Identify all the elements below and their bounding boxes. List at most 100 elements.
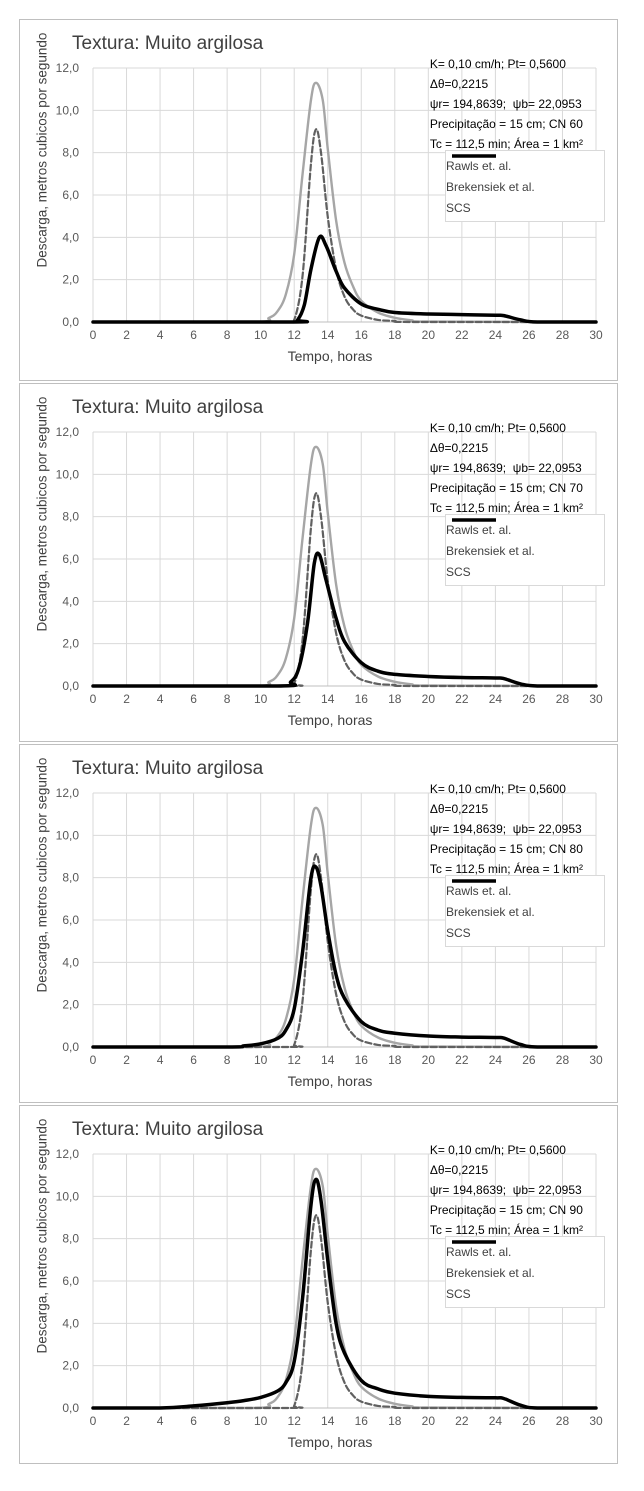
y-tick-label: 10,0: [56, 467, 80, 481]
x-tick-label: 26: [522, 328, 536, 342]
y-tick-label: 4,0: [62, 955, 79, 969]
y-axis-label: Descarga, metros cubicos por segundo: [34, 1118, 50, 1354]
y-tick-label: 8,0: [62, 510, 79, 524]
param-precipitation: Precipitação = 15 cm; CN 80: [429, 842, 583, 856]
x-tick-label: 20: [422, 692, 436, 706]
x-tick-label: 10: [254, 692, 268, 706]
chart-title: Textura: Muito argilosa: [72, 758, 264, 779]
y-tick-label: 4,0: [62, 230, 79, 244]
x-tick-label: 28: [556, 1414, 570, 1428]
x-tick-label: 0: [90, 1414, 97, 1428]
y-tick-label: 10,0: [56, 828, 80, 842]
x-tick-label: 2: [123, 692, 130, 706]
x-tick-label: 16: [355, 692, 369, 706]
x-tick-label: 8: [224, 1053, 231, 1067]
param-k-pt: K= 0,10 cm/h; Pt= 0,5600: [429, 782, 566, 796]
x-tick-label: 4: [157, 1414, 164, 1428]
series-line-brekensiek-et-al: [91, 1167, 598, 1410]
y-tick-label: 0,0: [62, 1040, 79, 1054]
x-tick-label: 16: [355, 328, 369, 342]
x-tick-label: 10: [254, 1414, 268, 1428]
x-tick-label: 2: [123, 328, 130, 342]
x-tick-label: 16: [355, 1414, 369, 1428]
legend-item-scs: SCS: [446, 1240, 604, 1304]
y-tick-label: 6,0: [62, 913, 79, 927]
y-tick-labels: 0,0 2,0 4,0 6,0 8,0 10,0 12,0: [56, 786, 80, 1054]
legend-swatch-scs: [452, 1240, 496, 1244]
parameters-annotation: K= 0,10 cm/h; Pt= 0,5600 Δθ=0,2215 ψr= 1…: [430, 779, 583, 879]
legend: Rawls et. al. Brekensiek et al. SCS: [445, 875, 605, 947]
y-axis-label: Descarga, metros cubicos por segundo: [34, 757, 50, 993]
x-tick-label: 26: [522, 1414, 536, 1428]
x-tick-label: 6: [190, 328, 197, 342]
legend-label-rawls: Rawls et. al.: [446, 883, 512, 898]
param-precipitation: Precipitação = 15 cm; CN 70: [429, 481, 583, 495]
legend: Rawls et. al. Brekensiek et al. SCS: [445, 150, 605, 222]
x-tick-labels: 0 2 4 6 8 10 12 14 16 18 20 22 24 26 28 30: [90, 692, 603, 706]
chart-title: Textura: Muito argilosa: [72, 33, 264, 54]
y-tick-label: 12,0: [56, 786, 80, 800]
series-line-brekensiek-et-al: [91, 445, 598, 688]
chart-panel-cn90: 0,0 2,0 4,0 6,0 8,0 10,0 12,0 0 2 4 6 8 10 12 14 16 18 20…: [19, 1105, 618, 1464]
legend-label-rawls: Rawls et. al.: [446, 522, 512, 537]
legend-label-rawls: Rawls et. al.: [446, 1244, 512, 1259]
x-tick-label: 14: [321, 1053, 335, 1067]
x-tick-label: 26: [522, 692, 536, 706]
x-tick-label: 8: [224, 692, 231, 706]
legend-label-brakensiek: Brekensiek et al.: [446, 543, 535, 558]
param-delta-theta: Δθ=0,2215: [429, 1163, 489, 1177]
legend-item-brakensiek: Brekensiek et al.: [446, 518, 604, 561]
x-tick-label: 10: [254, 1053, 268, 1067]
parameters-annotation: K= 0,10 cm/h; Pt= 0,5600 Δθ=0,2215 ψr= 1…: [430, 54, 583, 154]
param-k-pt: K= 0,10 cm/h; Pt= 0,5600: [429, 421, 566, 435]
series-line-rawls-et-al: [91, 1214, 598, 1410]
y-axis-label: Descarga, metros cubicos por segundo: [34, 32, 50, 268]
x-tick-label: 18: [388, 1414, 402, 1428]
y-tick-label: 0,0: [62, 315, 79, 329]
x-axis-label: Tempo, horas: [287, 348, 373, 364]
x-tick-label: 18: [388, 692, 402, 706]
param-precipitation: Precipitação = 15 cm; CN 60: [429, 117, 583, 131]
param-precipitation: Precipitação = 15 cm; CN 90: [429, 1203, 583, 1217]
param-psi: ψr= 194,8639; ψb= 22,0953: [429, 822, 582, 836]
x-tick-label: 0: [90, 692, 97, 706]
chart-panel-cn80: 0,0 2,0 4,0 6,0 8,0 10,0 12,0 0 2 4 6 8 10 12 14 16 18 20…: [19, 744, 618, 1103]
y-tick-label: 6,0: [62, 188, 79, 202]
y-tick-label: 6,0: [62, 552, 79, 566]
x-tick-label: 18: [388, 1053, 402, 1067]
series-line-scs: [91, 864, 598, 1049]
x-tick-label: 22: [455, 1414, 469, 1428]
x-tick-label: 6: [190, 1414, 197, 1428]
parameters-annotation: K= 0,10 cm/h; Pt= 0,5600 Δθ=0,2215 ψr= 1…: [430, 1140, 583, 1240]
legend-item-scs: SCS: [446, 518, 604, 582]
legend: Rawls et. al. Brekensiek et al. SCS: [445, 1236, 605, 1308]
series-line-scs: [91, 234, 598, 324]
x-tick-label: 30: [589, 692, 603, 706]
x-tick-label: 2: [123, 1414, 130, 1428]
legend-swatch-scs: [452, 879, 496, 883]
legend-label-brakensiek: Brekensiek et al.: [446, 1265, 535, 1280]
y-tick-label: 4,0: [62, 594, 79, 608]
x-tick-label: 28: [556, 692, 570, 706]
x-tick-label: 12: [288, 1053, 302, 1067]
y-tick-label: 4,0: [62, 1316, 79, 1330]
legend-label-scs: SCS: [446, 925, 471, 940]
series-line-scs: [91, 1177, 598, 1410]
chart-title: Textura: Muito argilosa: [72, 397, 264, 418]
chart-panel-cn60: 0,0 2,0 4,0 6,0 8,0 10,0 12,0 0 2 4 6 8 10 12 14 16 18 20…: [19, 19, 618, 381]
x-tick-label: 18: [388, 328, 402, 342]
x-tick-label: 6: [190, 692, 197, 706]
x-tick-label: 12: [288, 692, 302, 706]
x-tick-labels: 0 2 4 6 8 10 12 14 16 18 20 22 24 26 28 30: [90, 1414, 603, 1428]
legend-item-brakensiek: Brekensiek et al.: [446, 154, 604, 197]
legend-item-scs: SCS: [446, 879, 604, 943]
x-tick-label: 14: [321, 1414, 335, 1428]
param-delta-theta: Δθ=0,2215: [429, 77, 489, 91]
x-tick-label: 28: [556, 1053, 570, 1067]
legend-label-scs: SCS: [446, 1286, 471, 1301]
y-tick-labels: 0,0 2,0 4,0 6,0 8,0 10,0 12,0: [56, 425, 80, 693]
x-tick-label: 4: [157, 1053, 164, 1067]
x-tick-label: 16: [355, 1053, 369, 1067]
x-tick-label: 8: [224, 1414, 231, 1428]
x-tick-label: 24: [489, 1414, 503, 1428]
